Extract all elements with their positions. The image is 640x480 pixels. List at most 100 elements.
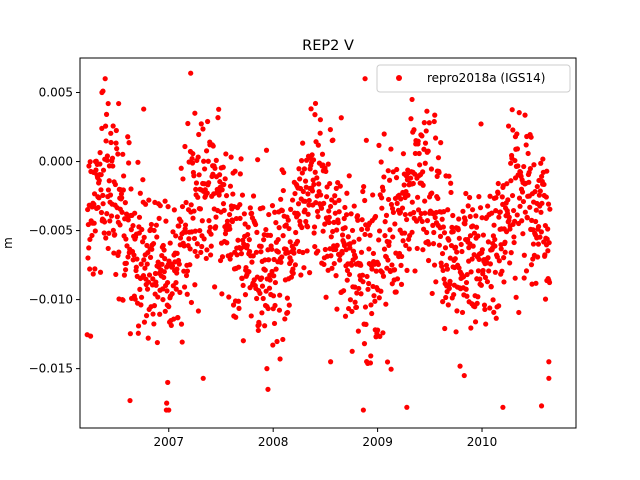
- data-point: [293, 229, 299, 236]
- data-point: [221, 182, 227, 188]
- data-point: [271, 273, 277, 279]
- data-point: [500, 404, 506, 410]
- data-point: [215, 115, 221, 121]
- data-point: [131, 252, 137, 258]
- data-point: [420, 169, 426, 175]
- data-point: [87, 333, 94, 339]
- data-point: [96, 177, 102, 184]
- data-point: [196, 172, 202, 178]
- data-point: [489, 210, 495, 216]
- data-point: [496, 214, 502, 220]
- data-point: [534, 183, 540, 190]
- data-point: [246, 237, 252, 243]
- data-point: [87, 236, 93, 243]
- data-point: [393, 289, 399, 295]
- data-point: [239, 275, 245, 282]
- data-point: [112, 181, 118, 188]
- data-point: [113, 127, 119, 134]
- data-point: [464, 271, 470, 278]
- data-point: [345, 234, 351, 240]
- data-point: [227, 256, 233, 262]
- data-point: [461, 372, 467, 379]
- data-point: [394, 200, 400, 206]
- data-point: [288, 258, 294, 264]
- data-point: [507, 260, 513, 266]
- data-point: [289, 197, 296, 203]
- data-point: [505, 123, 512, 129]
- data-point: [89, 232, 95, 239]
- data-point: [164, 288, 170, 294]
- data-point: [259, 283, 266, 289]
- data-point: [187, 246, 193, 252]
- data-point: [224, 218, 231, 224]
- data-point: [150, 241, 157, 247]
- data-point: [328, 359, 334, 365]
- data-point: [189, 160, 196, 166]
- data-point: [100, 192, 106, 198]
- data-point: [469, 207, 476, 213]
- data-point: [163, 218, 169, 224]
- data-point: [173, 280, 179, 286]
- data-point: [365, 286, 371, 292]
- data-point: [394, 276, 401, 282]
- data-point: [125, 254, 131, 260]
- data-point: [531, 162, 537, 168]
- data-point: [347, 245, 353, 251]
- data-point: [457, 363, 463, 369]
- data-point: [303, 218, 309, 225]
- data-point: [281, 169, 287, 176]
- data-point: [133, 264, 139, 270]
- data-point: [512, 157, 518, 164]
- data-point: [528, 134, 534, 140]
- data-point: [470, 243, 476, 249]
- data-point: [274, 338, 280, 345]
- x-tick-label: 2010: [467, 435, 498, 449]
- data-point: [123, 260, 129, 266]
- data-point: [356, 236, 362, 242]
- data-point: [352, 254, 359, 260]
- data-point: [103, 111, 110, 117]
- data-point: [270, 293, 277, 299]
- data-point: [404, 267, 410, 273]
- data-point: [521, 275, 527, 281]
- data-point: [146, 197, 152, 203]
- data-point: [485, 255, 491, 261]
- data-point: [200, 126, 206, 132]
- data-point: [360, 279, 366, 285]
- data-point: [415, 138, 421, 144]
- data-point: [262, 257, 268, 263]
- data-point: [321, 261, 327, 268]
- data-point: [276, 225, 282, 231]
- data-point: [228, 154, 234, 160]
- data-point: [412, 268, 418, 274]
- data-point: [205, 118, 211, 125]
- data-point: [103, 235, 109, 241]
- data-point: [486, 268, 492, 274]
- data-point: [193, 186, 199, 192]
- data-point: [192, 228, 198, 234]
- data-point: [156, 215, 162, 221]
- data-point: [422, 160, 428, 166]
- data-point: [431, 229, 437, 236]
- data-point: [192, 110, 198, 116]
- data-point: [141, 319, 148, 325]
- data-point: [428, 166, 435, 172]
- data-point: [327, 203, 334, 210]
- data-point: [424, 108, 430, 114]
- data-point: [173, 286, 179, 292]
- data-point: [341, 242, 348, 249]
- data-point: [263, 227, 269, 233]
- data-point: [138, 302, 144, 308]
- data-point: [204, 247, 210, 253]
- data-point: [341, 215, 347, 222]
- legend-box: [376, 64, 571, 93]
- data-point: [361, 184, 367, 190]
- data-point: [233, 314, 239, 320]
- data-point: [141, 106, 147, 112]
- data-point: [354, 213, 361, 219]
- data-point: [512, 218, 518, 224]
- data-point: [135, 159, 141, 165]
- data-point: [278, 196, 284, 202]
- data-point: [157, 203, 163, 209]
- data-point: [408, 175, 414, 181]
